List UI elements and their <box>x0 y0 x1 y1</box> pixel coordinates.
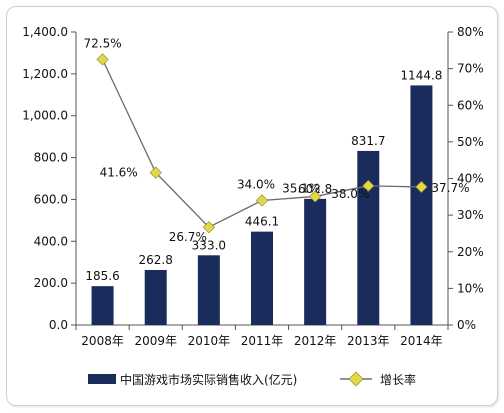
x-tick-label: 2011年 <box>241 334 284 348</box>
y-left-tick-label: 800.0 <box>34 151 68 165</box>
growth-point <box>362 179 375 192</box>
bar-value-label: 831.7 <box>351 134 385 148</box>
bar-value-labels: 185.6 262.8 333.0 446.1 602.8 831.7 1144.8 <box>85 68 442 283</box>
y-left-tick-label: 1,400.0 <box>22 25 68 39</box>
bar-value-label: 602.8 <box>298 182 332 196</box>
legend-bar-swatch <box>88 374 116 384</box>
legend-line-label: 增长率 <box>380 372 416 387</box>
x-tick-label: 2008年 <box>81 334 124 348</box>
bar-value-label: 185.6 <box>85 269 119 283</box>
bar-value-label: 1144.8 <box>400 68 442 82</box>
legend: 中国游戏市场实际销售收入(亿元) 增长率 <box>88 371 416 387</box>
bar <box>197 255 220 325</box>
x-tick-label: 2010年 <box>188 334 231 348</box>
y-right-tick-label: 60% <box>457 98 484 112</box>
growth-value-label: 41.6% <box>100 166 138 180</box>
growth-value-label: 35.1% <box>282 181 320 195</box>
x-tick-label: 2014年 <box>400 334 443 348</box>
bar-value-label: 333.0 <box>192 238 226 252</box>
bar-value-label: 446.1 <box>245 215 279 229</box>
bar <box>357 150 380 325</box>
y-right-tick-label: 10% <box>457 281 484 295</box>
y-left-tick-label: 400.0 <box>34 234 68 248</box>
y-right-tick-label: 40% <box>457 172 484 186</box>
x-tick-label: 2013年 <box>347 334 390 348</box>
y-left-tick-label: 1,200.0 <box>22 67 68 81</box>
y-right-tick-label: 0% <box>457 318 476 332</box>
growth-point <box>149 166 162 179</box>
y-left-tick-label: 1,000.0 <box>22 109 68 123</box>
axes: 0.0 200.0 400.0 600.0 800.0 1,000.0 1,200.0 1,4… <box>22 25 483 348</box>
growth-value-label: 72.5% <box>84 36 122 50</box>
y-right-tick-label: 80% <box>457 25 484 39</box>
legend-bar-label: 中国游戏市场实际销售收入(亿元) <box>120 372 297 387</box>
growth-line-series <box>96 53 428 234</box>
bar <box>91 286 114 325</box>
y-right-tick-label: 30% <box>457 208 484 222</box>
x-tick-label: 2012年 <box>294 334 337 348</box>
growth-point <box>96 53 109 66</box>
growth-point <box>255 194 269 207</box>
bar <box>304 198 327 325</box>
bar-value-label: 262.8 <box>139 253 173 267</box>
x-tick-label: 2009年 <box>134 334 177 348</box>
y-left-tick-label: 0.0 <box>49 318 68 332</box>
growth-value-label: 26.7% <box>169 230 207 244</box>
bar-series <box>91 85 433 325</box>
growth-value-labels: 72.5% 41.6% 26.7% 34.0% 35.1% 38.0% 37.7% <box>84 36 470 244</box>
y-right-tick-label: 70% <box>457 62 484 76</box>
growth-point <box>309 190 322 203</box>
growth-point <box>415 180 428 194</box>
growth-point <box>202 221 215 234</box>
y-left-tick-label: 200.0 <box>34 276 68 290</box>
bar <box>144 269 167 325</box>
growth-value-label: 38.0% <box>331 187 369 201</box>
y-right-tick-label: 50% <box>457 135 484 149</box>
bar <box>410 85 433 325</box>
growth-value-label: 34.0% <box>237 177 275 191</box>
y-right-tick-label: 20% <box>457 245 484 259</box>
bar <box>251 231 273 325</box>
growth-value-label: 37.7% <box>431 181 469 195</box>
legend-line-marker <box>348 371 364 387</box>
y-left-tick-label: 600.0 <box>34 192 68 206</box>
